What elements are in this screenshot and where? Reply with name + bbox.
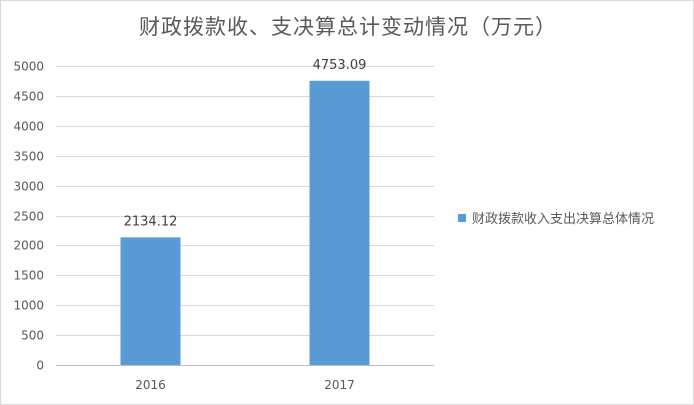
data-label-2016: 2134.12 — [124, 214, 178, 229]
x-tick-label: 2017 — [324, 378, 355, 392]
y-tick-label: 2000 — [13, 239, 44, 253]
legend-label: 财政拨款收入支出决算总体情况 — [472, 212, 654, 227]
chart-title: 财政拨款收、支决算总计变动情况（万元） — [139, 15, 557, 39]
gridlines — [56, 66, 434, 366]
legend-swatch — [458, 214, 466, 222]
legend: 财政拨款收入支出决算总体情况 — [458, 212, 654, 227]
y-tick-label: 500 — [21, 329, 44, 343]
data-label-2017: 4753.09 — [313, 58, 367, 73]
y-tick-label: 3500 — [13, 150, 44, 164]
x-tick-label: 2016 — [135, 378, 166, 392]
bar-2016 — [120, 237, 181, 365]
y-tick-label: 4000 — [13, 120, 44, 134]
y-tick-label: 1500 — [13, 269, 44, 283]
y-tick-label: 2500 — [13, 210, 44, 224]
y-tick-label: 4500 — [13, 90, 44, 104]
bar-2017 — [309, 80, 370, 365]
y-tick-label: 3000 — [13, 180, 44, 194]
y-tick-label: 5000 — [13, 60, 44, 74]
x-axis-ticks: 2016 2017 — [135, 378, 355, 392]
y-axis-ticks: 0 500 1000 1500 2000 2500 3000 3500 4000 4500 5000 — [13, 60, 44, 373]
y-tick-label: 0 — [36, 359, 44, 373]
y-tick-label: 1000 — [13, 299, 44, 313]
bars: 2134.12 4753.09 — [120, 58, 370, 365]
